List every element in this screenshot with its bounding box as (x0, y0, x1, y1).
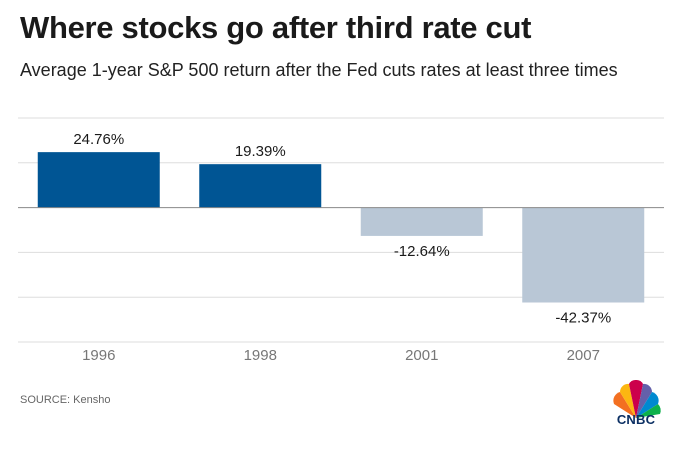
data-label-1996: 24.76% (73, 131, 124, 148)
data-label-2001: -12.64% (394, 243, 450, 260)
data-label-2007: -42.37% (555, 310, 611, 327)
x-tick-label-2001: 2001 (405, 347, 438, 364)
chart-title: Where stocks go after third rate cut (20, 10, 532, 45)
bar-2007 (522, 207, 645, 303)
x-tick-label-1996: 1996 (82, 347, 115, 364)
bar-1996 (37, 152, 160, 208)
x-tick-label-2007: 2007 (567, 347, 600, 364)
bar-chart: 24.76% 1996 19.39% 1998 -12.64% 2001 -42.37% 20… (18, 117, 664, 364)
bar-1998 (199, 164, 322, 208)
data-label-1998: 19.39% (235, 143, 286, 160)
bar-2001 (360, 207, 483, 236)
peacock-logo-icon (613, 379, 661, 418)
source-note: SOURCE: Kensho (20, 394, 111, 406)
x-tick-label-1998: 1998 (244, 347, 277, 364)
chart-subtitle: Average 1-year S&P 500 return after the … (20, 60, 618, 80)
logo-wordmark: CNBC (616, 412, 656, 427)
